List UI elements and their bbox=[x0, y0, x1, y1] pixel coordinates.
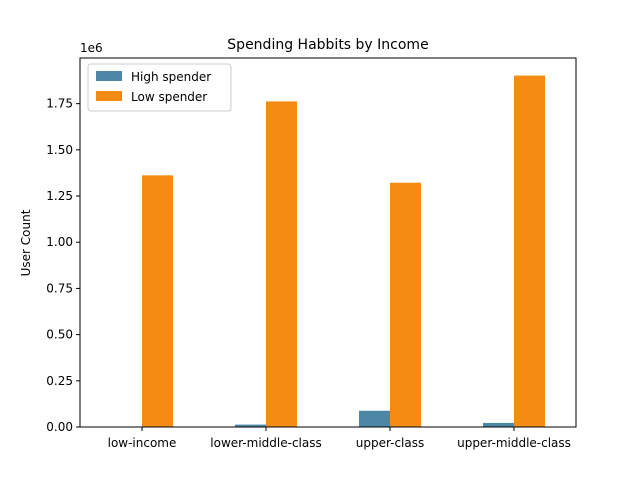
bar-low-spender-1 bbox=[266, 101, 297, 427]
bar-high-spender-2 bbox=[359, 410, 390, 427]
plot-frame bbox=[79, 57, 577, 428]
plot-area: 0.00 0.25 0.50 0.75 1.00 1.25 1.50 1.75 low-inco… bbox=[46, 57, 577, 450]
y-tick-label: 1.00 bbox=[46, 235, 73, 249]
x-tick-label: upper-middle-class bbox=[457, 436, 571, 450]
legend: High spender Low spender bbox=[87, 63, 232, 112]
y-tick-label: 1.25 bbox=[46, 189, 73, 203]
bar-high-spender-1 bbox=[235, 424, 266, 427]
legend-swatch bbox=[96, 71, 122, 81]
y-tick-label: 1.50 bbox=[46, 143, 73, 157]
legend-box bbox=[87, 63, 232, 112]
legend-label: Low spender bbox=[131, 90, 207, 104]
bar-low-spender-0 bbox=[142, 175, 173, 427]
x-tick-label: lower-middle-class bbox=[210, 436, 321, 450]
y-axis-label: User Count bbox=[19, 209, 33, 276]
bar-high-spender-3 bbox=[483, 422, 514, 427]
legend-label: High spender bbox=[131, 70, 211, 84]
y-tick-label: 1.75 bbox=[46, 97, 73, 111]
legend-swatch bbox=[96, 91, 122, 101]
y-tick-label: 0.25 bbox=[46, 374, 73, 388]
bar-low-spender-2 bbox=[390, 182, 421, 427]
bar-low-spender-3 bbox=[514, 75, 545, 427]
x-tick-label: low-income bbox=[108, 436, 177, 450]
y-tick-label: 0.50 bbox=[46, 328, 73, 342]
y-tick-label: 0.75 bbox=[46, 281, 73, 295]
y-tick-label: 0.00 bbox=[46, 420, 73, 434]
x-tick-label: upper-class bbox=[356, 436, 425, 450]
y-offset-label: 1e6 bbox=[80, 41, 103, 55]
chart-title: Spending Habbits by Income bbox=[227, 37, 428, 53]
